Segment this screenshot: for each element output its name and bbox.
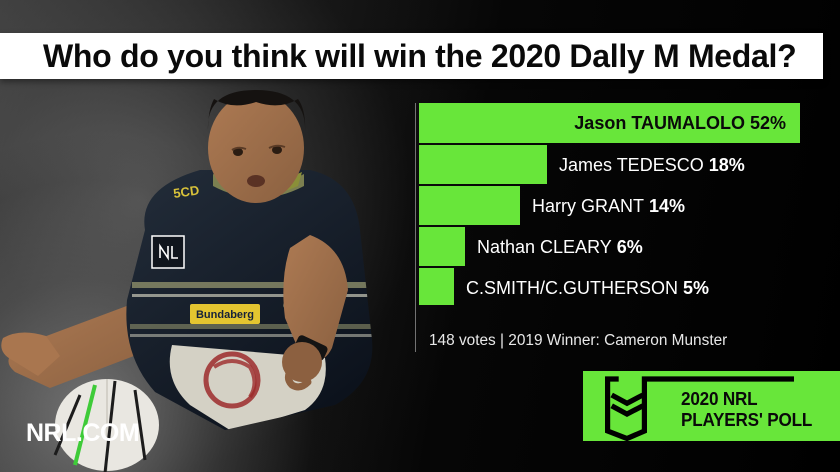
svg-text:Bundaberg: Bundaberg — [196, 309, 254, 321]
